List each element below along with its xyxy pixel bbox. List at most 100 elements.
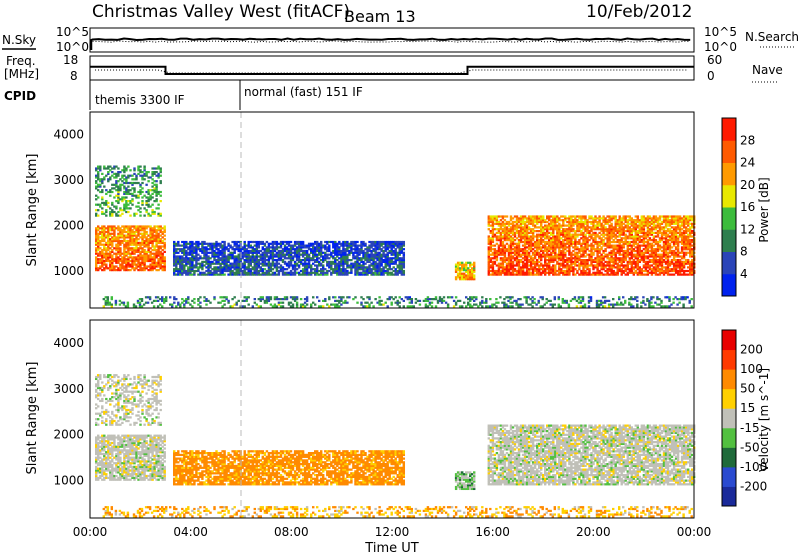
power-cell xyxy=(291,246,295,249)
power-cell xyxy=(287,264,291,267)
power-cell xyxy=(374,255,377,258)
power-cell xyxy=(223,303,226,306)
power-cell xyxy=(173,253,176,256)
power-cell xyxy=(517,266,521,269)
power-cell xyxy=(461,269,464,272)
power-cell xyxy=(275,262,279,265)
power-cell xyxy=(129,236,132,239)
power-cell xyxy=(153,258,156,261)
power-cell xyxy=(646,298,649,301)
power-cell xyxy=(352,251,355,254)
power-cell xyxy=(199,266,202,269)
power-cell xyxy=(223,273,226,276)
power-cell xyxy=(511,240,515,244)
power-cell xyxy=(95,194,98,197)
power-cell xyxy=(293,268,297,271)
power-cell xyxy=(277,253,281,256)
power-cell xyxy=(231,273,234,276)
power-cell xyxy=(247,260,250,264)
power-cell xyxy=(646,299,649,303)
power-cell xyxy=(461,263,464,266)
power-cell xyxy=(360,240,363,244)
power-cell xyxy=(378,244,381,247)
power-cell xyxy=(237,273,240,276)
power-cell xyxy=(384,255,387,258)
power-cell xyxy=(400,251,404,254)
power-cell xyxy=(135,259,138,263)
power-cell xyxy=(318,269,321,273)
power-cell xyxy=(632,305,635,308)
power-cell xyxy=(564,228,567,231)
power-cell xyxy=(101,259,104,263)
power-cell xyxy=(668,305,671,308)
power-cell xyxy=(370,268,373,271)
power-cell xyxy=(358,262,361,265)
power-cell xyxy=(253,260,257,264)
power-cell xyxy=(255,244,259,247)
power-cell xyxy=(521,226,525,229)
power-cell xyxy=(153,167,156,170)
power-cell xyxy=(227,257,230,260)
power-cell xyxy=(471,269,474,272)
power-cell xyxy=(209,251,212,254)
power-cell xyxy=(513,269,517,273)
power-cell xyxy=(251,266,255,269)
power-cell xyxy=(203,240,206,244)
power-cell xyxy=(612,303,615,306)
power-cell xyxy=(360,273,363,276)
power-cell xyxy=(227,253,230,256)
power-cell xyxy=(181,298,184,301)
power-cell xyxy=(189,244,192,247)
power-cell xyxy=(503,237,507,240)
power-cell xyxy=(221,296,224,299)
power-cell xyxy=(388,266,391,269)
power-cell xyxy=(143,234,146,237)
power-cell xyxy=(179,273,182,276)
power-cell xyxy=(297,240,301,244)
power-cell xyxy=(318,251,321,254)
power-cell xyxy=(259,305,263,308)
power-cell xyxy=(241,255,244,258)
power-cell xyxy=(493,257,497,260)
power-cell xyxy=(269,253,273,256)
power-cell xyxy=(271,253,275,256)
power-cell xyxy=(487,273,491,276)
power-cell xyxy=(550,219,553,222)
power-cell xyxy=(227,260,230,264)
power-cell xyxy=(187,259,190,262)
power-cell xyxy=(444,301,448,304)
power-cell xyxy=(388,268,391,271)
power-cell xyxy=(511,228,515,231)
power-cell xyxy=(157,212,160,215)
power-cell xyxy=(362,266,365,269)
power-cell xyxy=(213,257,216,260)
power-cell xyxy=(157,214,160,217)
power-cell xyxy=(509,219,513,222)
power-cell xyxy=(513,251,517,254)
power-cell xyxy=(382,303,385,306)
power-cell xyxy=(177,269,180,273)
power-cell xyxy=(499,244,503,247)
power-cell xyxy=(382,273,385,276)
power-cell xyxy=(305,249,309,253)
power-cell xyxy=(185,242,188,245)
power-cell xyxy=(233,268,236,271)
power-cell xyxy=(489,217,493,220)
power-cell xyxy=(153,252,156,255)
power-cell xyxy=(507,271,511,274)
power-cell xyxy=(324,271,327,274)
power-cell xyxy=(291,251,295,254)
power-cell xyxy=(410,305,414,308)
power-cell xyxy=(297,248,301,251)
power-cell xyxy=(115,261,118,264)
power-cell xyxy=(154,296,158,299)
power-cell xyxy=(233,271,236,274)
power-cell xyxy=(123,203,126,206)
power-cell xyxy=(539,296,542,299)
power-cell xyxy=(201,257,204,260)
power-cell xyxy=(471,272,474,275)
power-cell xyxy=(340,255,343,258)
power-cell xyxy=(636,303,639,306)
power-cell xyxy=(149,258,152,261)
power-cell xyxy=(388,251,391,254)
